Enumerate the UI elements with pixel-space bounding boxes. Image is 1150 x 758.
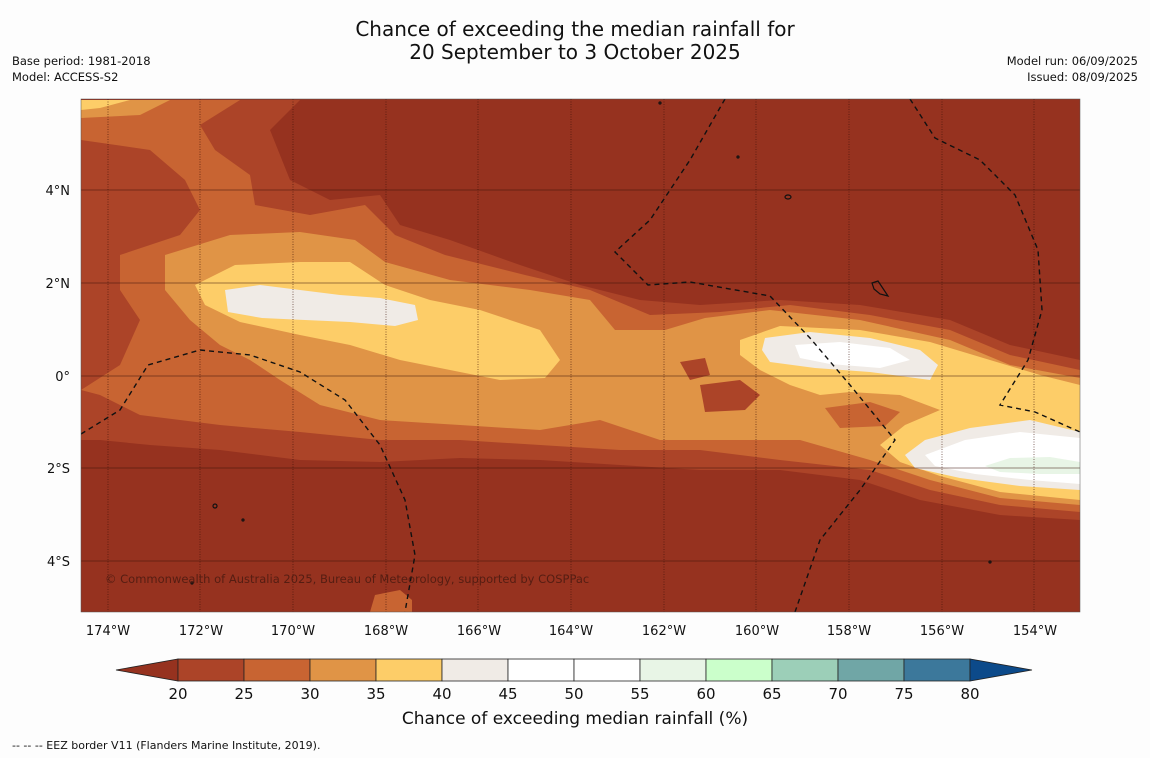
- field-patch-1: [680, 358, 710, 380]
- colorbar-tick-label: 20: [168, 685, 187, 703]
- lon-label: 174°W: [86, 624, 130, 639]
- colorbar-tick-label: 45: [498, 685, 517, 703]
- lon-label: 172°W: [179, 624, 223, 639]
- lon-label: 156°W: [920, 624, 964, 639]
- field-45-55: [795, 342, 1080, 484]
- colorbar-tick-label: 65: [762, 685, 781, 703]
- lon-label: 160°W: [735, 624, 779, 639]
- colorbar-segment: [639, 658, 707, 682]
- latitude-gridlines: [81, 189, 1080, 562]
- lat-label: 2°N: [46, 277, 71, 292]
- colorbar-tick-label: 35: [366, 685, 385, 703]
- colorbar-segment: [375, 658, 443, 682]
- field-55-60: [985, 457, 1080, 474]
- colorbar-segment: [441, 658, 509, 682]
- field-patch-5: [370, 590, 412, 612]
- field-patch-4: [183, 410, 215, 422]
- colorbar-segment: [243, 658, 311, 682]
- colorbar-tick-label: 70: [828, 685, 847, 703]
- lon-label: 170°W: [271, 624, 315, 639]
- colorbar-tick-label: 25: [234, 685, 253, 703]
- lat-label: 0°: [55, 370, 70, 385]
- map-title: Chance of exceeding the median rainfall …: [0, 18, 1150, 64]
- lat-label: 4°N: [46, 184, 71, 199]
- model-run-text: Model run: 06/09/2025: [1006, 54, 1138, 68]
- colorbar-tick-label: 50: [564, 685, 583, 703]
- lon-label: 164°W: [549, 624, 593, 639]
- title-line-1: Chance of exceeding the median rainfall …: [355, 17, 795, 41]
- lon-label: 154°W: [1013, 624, 1057, 639]
- lon-label: 162°W: [642, 624, 686, 639]
- longitude-labels: 174°W 172°W 170°W 168°W 166°W 164°W 162°…: [86, 624, 1057, 639]
- longitude-gridlines: [107, 99, 1035, 612]
- model-text: Model: ACCESS-S2: [12, 70, 119, 84]
- map-frame: [80, 98, 1081, 613]
- header-right-info: Model run: 06/09/2025 Issued: 08/09/2025: [1007, 53, 1138, 85]
- base-period-text: Base period: 1981-2018: [12, 54, 151, 68]
- colorbar-segment: [177, 658, 245, 682]
- colorbar-segment: [705, 658, 773, 682]
- copyright-text: © Commonwealth of Australia 2025, Bureau…: [105, 572, 589, 586]
- islands: [190, 101, 992, 585]
- latitude-labels: 4°N 2°N 0° 2°S 4°S: [46, 184, 71, 570]
- colorbar-tick-label: 80: [960, 685, 979, 703]
- colorbar-low-extend: [115, 658, 179, 682]
- lon-label: 168°W: [364, 624, 408, 639]
- colorbar-segment: [573, 658, 641, 682]
- eez-borders: [81, 99, 1080, 612]
- colorbar-segment: [309, 658, 377, 682]
- lat-label: 4°S: [47, 555, 70, 570]
- colorbar-high-extend: [969, 658, 1033, 682]
- field-patch-3: [825, 402, 900, 428]
- colorbar-segment: [837, 658, 905, 682]
- colorbar-tick-label: 60: [696, 685, 715, 703]
- colorbar-tick-label: 30: [300, 685, 319, 703]
- lon-label: 166°W: [457, 624, 501, 639]
- issued-text: Issued: 08/09/2025: [1027, 70, 1138, 84]
- colorbar: 20 25 30 35 40 45 50 55 60 65 70 75 80: [115, 658, 1033, 703]
- colorbar-tick-label: 55: [630, 685, 649, 703]
- colorbar-tick-label: 75: [894, 685, 913, 703]
- field-30-35: [81, 100, 1080, 505]
- header-left-info: Base period: 1981-2018 Model: ACCESS-S2: [12, 53, 151, 85]
- colorbar-segment: [507, 658, 575, 682]
- field-patch-2: [700, 380, 760, 412]
- colorbar-segment: [903, 658, 971, 682]
- colorbar-title: Chance of exceeding median rainfall (%): [401, 709, 749, 729]
- lat-label: 2°S: [47, 462, 70, 477]
- title-line-2: 20 September to 3 October 2025: [409, 40, 741, 64]
- lon-label: 158°W: [827, 624, 871, 639]
- eez-legend-note: -- -- -- EEZ border V11 (Flanders Marine…: [12, 739, 321, 752]
- colorbar-segment: [771, 658, 839, 682]
- map-plot-area: [81, 99, 1080, 612]
- field-20-25-north: [81, 140, 200, 235]
- colorbar-tick-label: 40: [432, 685, 451, 703]
